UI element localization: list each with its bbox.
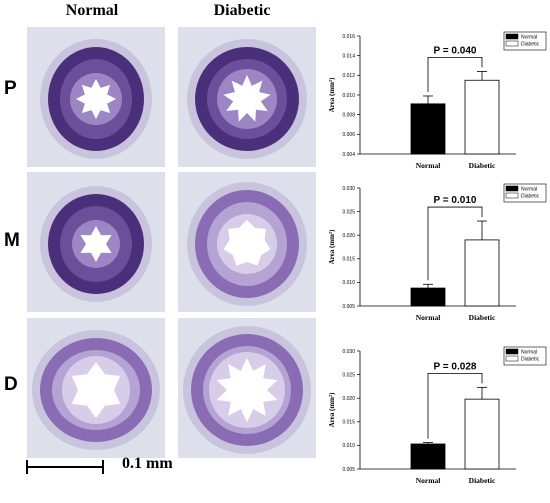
row-label-p: P [4,78,17,99]
micrograph-m-diabetic [178,172,316,312]
legend-label: Diabetic [521,41,540,47]
chart-m: 0.005 0.010 0.015 0.020 0.025 0.030 Area (mm²)… [320,180,548,340]
legend-swatch [505,348,519,355]
y-axis-label: Area (mm²) [328,229,336,264]
micrograph-image [178,318,316,458]
significance-bracket [427,206,483,281]
y-tick-label: 0.012 [342,73,355,79]
row-label-d: D [4,374,18,395]
scale-bar-right-tick [102,460,104,474]
y-tick-label: 0.005 [342,467,355,473]
micrograph-d-normal [27,318,165,458]
y-tick-label: 0.010 [342,93,355,99]
vessel-lumen [80,226,112,262]
scale-bar [27,466,103,468]
x-category-label: Diabetic [469,161,496,170]
legend-label: Normal [521,349,537,355]
micrograph-p-diabetic [178,27,316,167]
bar-diabetic [464,398,500,470]
y-axis-label: Area (mm²) [328,392,336,427]
chart-svg: 0.005 0.010 0.015 0.020 0.025 0.030 Area (mm²)… [328,183,547,322]
y-tick-label: 0.014 [342,53,355,59]
y-tick-label: 0.010 [342,280,355,286]
micrograph-image [27,318,165,458]
micrograph-image [27,27,165,167]
y-tick-label: 0.005 [342,304,355,310]
micrograph-d-diabetic [178,318,316,458]
bar-normal [410,103,446,155]
legend-swatch [505,192,519,199]
vessel-lumen [223,220,271,266]
p-value-annotation: P = 0.028 [434,361,477,372]
chart-p: 0.004 0.006 0.008 0.010 0.012 0.014 0.016 Area … [320,28,548,188]
y-tick-label: 0.015 [342,420,355,426]
x-category-label: Normal [416,313,441,322]
significance-bracket [427,56,483,92]
x-category-label: Diabetic [469,313,496,322]
legend-label: Diabetic [521,193,540,199]
x-category-label: Diabetic [469,476,496,485]
y-tick-label: 0.030 [342,349,355,355]
micrograph-image [27,172,165,312]
y-tick-label: 0.008 [342,112,355,118]
chart-d: 0.005 0.010 0.015 0.020 0.025 0.030 Area (mm²)… [320,343,548,503]
y-tick-label: 0.025 [342,372,355,378]
y-tick-label: 0.020 [342,233,355,239]
chart-svg: 0.005 0.010 0.015 0.020 0.025 0.030 Area (mm²)… [328,346,547,485]
y-tick-label: 0.025 [342,209,355,215]
y-tick-label: 0.016 [342,34,355,40]
legend-label: Normal [521,186,537,192]
significance-bracket [427,372,483,439]
legend-swatch [505,33,519,40]
row-label-m: M [4,230,20,251]
micrograph-p-normal [27,27,165,167]
legend-swatch [505,355,519,362]
y-tick-label: 0.004 [342,152,355,158]
scale-bar-left-tick [26,460,28,474]
column-header-normal: Normal [65,2,119,19]
x-category-label: Normal [416,161,441,170]
p-value-annotation: P = 0.040 [434,45,477,56]
vessel-lumen [76,79,116,119]
bar-diabetic [464,79,500,155]
legend-swatch [505,185,519,192]
y-tick-label: 0.015 [342,257,355,263]
bar-normal [410,443,446,470]
vessel-lumen [71,362,121,418]
legend-label: Normal [521,34,537,40]
chart-svg: 0.004 0.006 0.008 0.010 0.012 0.014 0.016 Area … [328,31,547,170]
bar-normal [410,287,446,307]
bar-diabetic [464,239,500,307]
column-header-diabetic: Diabetic [213,2,271,19]
vessel-lumen [223,75,271,122]
x-category-label: Normal [416,476,441,485]
vessel-lumen [216,358,278,422]
micrograph-m-normal [27,172,165,312]
y-tick-label: 0.010 [342,443,355,449]
micrograph-image [178,172,316,312]
scale-bar-label: 0.1 mm [122,455,173,472]
y-axis-label: Area (mm²) [328,77,336,112]
p-value-annotation: P = 0.010 [434,195,477,206]
y-tick-label: 0.006 [342,132,355,138]
micrograph-image [178,27,316,167]
legend-label: Diabetic [521,356,540,362]
legend-swatch [505,40,519,47]
y-tick-label: 0.030 [342,186,355,192]
y-tick-label: 0.020 [342,396,355,402]
